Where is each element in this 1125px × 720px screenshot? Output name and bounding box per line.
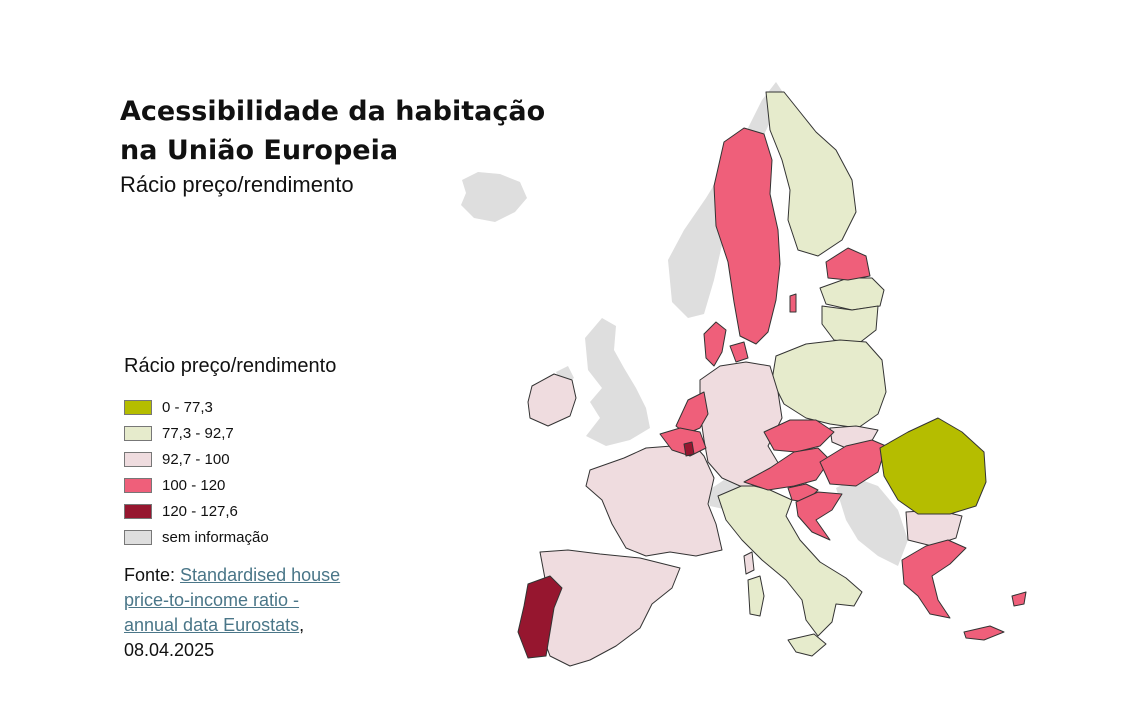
region-lithuania[interactable] <box>821 305 879 345</box>
region-denmark[interactable] <box>703 321 727 367</box>
region-gotland[interactable] <box>789 293 797 313</box>
legend: Rácio preço/rendimento 0 - 77,3 77,3 - 9… <box>124 355 336 550</box>
legend-item: 100 - 120 <box>124 472 336 498</box>
europe-map <box>461 82 1027 667</box>
region-luxembourg[interactable] <box>683 441 695 457</box>
region-sicily[interactable] <box>787 633 827 657</box>
map-subtitle: Rácio preço/rendimento <box>120 172 354 197</box>
legend-label: 0 - 77,3 <box>162 398 213 416</box>
region-italy[interactable] <box>717 483 863 637</box>
source-note: Fonte: Standardised house price-to-incom… <box>124 563 354 663</box>
region-cyprus[interactable] <box>1011 591 1027 607</box>
region-corsica[interactable] <box>743 551 755 575</box>
region-romania[interactable] <box>879 417 987 515</box>
region-poland[interactable] <box>771 339 887 429</box>
region-greece[interactable] <box>901 539 967 619</box>
region-spain[interactable] <box>539 549 681 667</box>
region-estonia[interactable] <box>825 247 871 281</box>
region-zealand[interactable] <box>729 341 749 363</box>
region-ireland[interactable] <box>527 373 577 427</box>
legend-item: 92,7 - 100 <box>124 446 336 472</box>
source-prefix: Fonte: <box>124 565 181 585</box>
region-latvia[interactable] <box>819 277 885 311</box>
legend-label: 92,7 - 100 <box>162 450 230 468</box>
legend-swatch <box>124 503 152 519</box>
source-date: , 08.04.2025 <box>124 615 305 660</box>
region-finland[interactable] <box>765 91 857 257</box>
title-block: Acessibilidade da habitação na União Eur… <box>120 92 545 200</box>
region-sardinia[interactable] <box>747 575 765 617</box>
legend-label: 120 - 127,6 <box>162 502 238 520</box>
legend-item: sem informação <box>124 524 336 550</box>
region-crete[interactable] <box>963 625 1005 641</box>
legend-item: 77,3 - 92,7 <box>124 420 336 446</box>
region-czechia[interactable] <box>763 419 835 453</box>
legend-item: 120 - 127,6 <box>124 498 336 524</box>
region-sweden[interactable] <box>713 127 781 345</box>
region-portugal[interactable] <box>517 575 563 659</box>
legend-swatch <box>124 477 152 493</box>
region-france[interactable] <box>585 439 723 557</box>
legend-item: 0 - 77,3 <box>124 394 336 420</box>
region-germany[interactable] <box>699 361 783 487</box>
source-link[interactable]: Standardised house price-to-income ratio… <box>124 565 341 635</box>
region-croatia[interactable] <box>795 491 843 541</box>
region-bulgaria[interactable] <box>905 509 963 547</box>
map-title-line-2: na União Europeia <box>120 135 399 166</box>
region-united-kingdom[interactable] <box>585 318 650 446</box>
region-hungary[interactable] <box>819 439 887 487</box>
legend-label: sem informação <box>162 528 269 546</box>
region-belgium[interactable] <box>659 427 707 457</box>
legend-title: Rácio preço/rendimento <box>124 355 337 377</box>
legend-swatch <box>124 529 152 545</box>
map-title-line-1: Acessibilidade da habitação <box>120 96 546 127</box>
legend-swatch <box>124 399 152 415</box>
legend-label: 77,3 - 92,7 <box>162 424 234 442</box>
legend-swatch <box>124 425 152 441</box>
region-balkans[interactable] <box>836 478 908 566</box>
legend-swatch <box>124 451 152 467</box>
region-iceland[interactable] <box>461 172 527 222</box>
legend-label: 100 - 120 <box>162 476 226 494</box>
